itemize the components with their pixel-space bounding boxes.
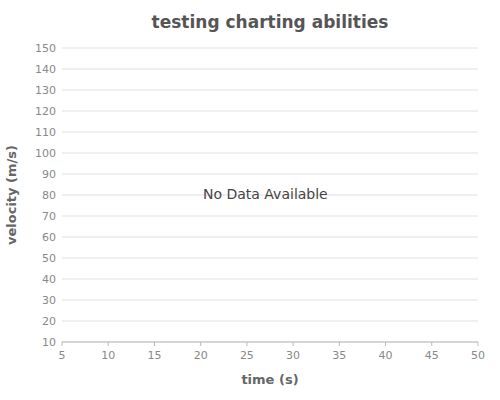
x-axis-line [62,342,478,343]
grid-line-y [62,69,478,70]
x-tick-label: 35 [332,349,346,362]
chart-svg: 5101520253035404550102030405060708090100… [0,0,500,400]
y-tick-label: 150 [35,42,56,55]
grid-line-y [62,48,478,49]
grid-line-y [62,342,478,343]
grid-line-y [62,153,478,154]
axes: 5101520253035404550102030405060708090100… [35,42,485,362]
x-tick-label: 45 [425,349,439,362]
x-tick [339,342,340,346]
grid-line-y [62,300,478,301]
y-tick-label: 110 [35,126,56,139]
x-axis-label: time (s) [241,372,298,387]
y-tick-label: 60 [42,231,56,244]
grid-line-y [62,237,478,238]
grid [62,48,478,342]
y-tick-label: 120 [35,105,56,118]
grid-line-y [62,174,478,175]
grid-line-y [62,90,478,91]
x-tick-label: 50 [471,349,485,362]
y-tick-label: 80 [42,189,56,202]
x-tick [293,342,294,346]
x-tick [385,342,386,346]
grid-line-y [62,111,478,112]
chart-title: testing charting abilities [152,12,389,32]
x-tick-label: 15 [147,349,161,362]
grid-line-y [62,216,478,217]
x-tick [246,342,247,346]
y-tick-label: 30 [42,294,56,307]
x-tick-label: 25 [240,349,254,362]
x-tick-label: 20 [194,349,208,362]
y-tick-label: 10 [42,336,56,349]
grid-line-y [62,321,478,322]
annotation: No Data Available [203,186,328,202]
grid-line-y [62,279,478,280]
grid-line-y [62,132,478,133]
x-tick [200,342,201,346]
y-tick-label: 140 [35,63,56,76]
y-tick-label: 100 [35,147,56,160]
y-tick-label: 40 [42,273,56,286]
y-axis-label: velocity (m/s) [4,145,19,245]
chart-container: 5101520253035404550102030405060708090100… [0,0,500,400]
x-tick-label: 30 [286,349,300,362]
x-tick-label: 40 [379,349,393,362]
y-tick-label: 70 [42,210,56,223]
y-tick-label: 20 [42,315,56,328]
y-tick-label: 50 [42,252,56,265]
x-tick [154,342,155,346]
grid-line-y [62,258,478,259]
x-tick [62,342,63,346]
y-tick-label: 130 [35,84,56,97]
y-tick-label: 90 [42,168,56,181]
x-tick [478,342,479,346]
background [0,0,500,400]
x-tick [431,342,432,346]
x-tick [108,342,109,346]
x-tick-label: 5 [59,349,66,362]
x-tick-label: 10 [101,349,115,362]
